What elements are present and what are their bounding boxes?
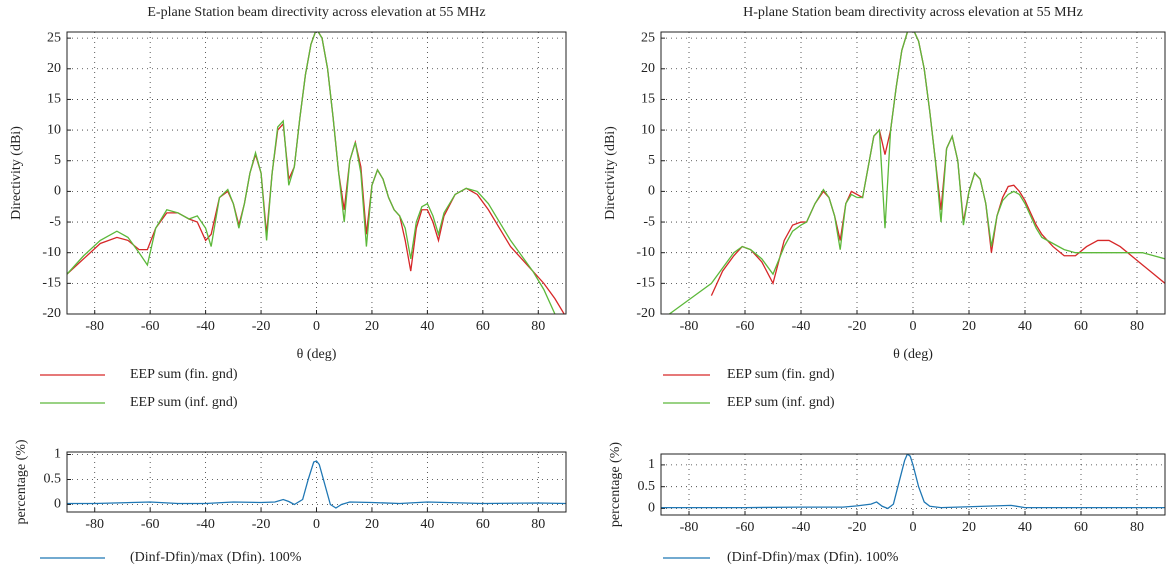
x-tick-label: -40 <box>196 319 215 334</box>
y-axis-label: percentage (%) <box>608 442 623 527</box>
x-axis-label: θ (deg) <box>297 347 337 362</box>
series-line <box>67 460 566 509</box>
x-tick-label: -20 <box>252 517 271 532</box>
legend-label: (Dinf-Dfin)/max (Dfin). 100% <box>130 550 302 565</box>
x-tick-label: 20 <box>365 319 379 334</box>
plot-frame <box>66 31 567 315</box>
y-tick-label: 0.5 <box>44 472 62 487</box>
x-tick-label: -80 <box>85 319 104 334</box>
legend-label: EEP sum (inf. gnd) <box>727 395 835 410</box>
x-tick-label: -60 <box>141 319 160 334</box>
y-tick-label: -15 <box>42 276 61 291</box>
plot-frame <box>66 451 567 513</box>
x-tick-label: 60 <box>476 319 490 334</box>
y-tick-label: -10 <box>636 245 655 260</box>
legend-label: EEP sum (inf. gnd) <box>130 395 238 410</box>
plot-frame <box>660 31 1166 315</box>
y-tick-label: -20 <box>42 306 61 321</box>
y-tick-label: -15 <box>636 276 655 291</box>
y-tick-label: 20 <box>641 61 655 76</box>
x-tick-label: 80 <box>531 517 545 532</box>
y-axis-label: Directivity (dBi) <box>603 126 618 220</box>
x-tick-label: 0 <box>910 520 917 535</box>
x-tick-label: 60 <box>476 517 490 532</box>
x-tick-label: 80 <box>1130 319 1144 334</box>
y-tick-label: 0 <box>54 497 61 512</box>
y-tick-label: 10 <box>47 122 61 137</box>
x-tick-label: -20 <box>848 319 867 334</box>
x-tick-label: 20 <box>962 319 976 334</box>
y-tick-label: -5 <box>643 214 655 229</box>
y-tick-label: 15 <box>641 92 655 107</box>
x-tick-label: 40 <box>420 319 434 334</box>
series-line <box>661 454 1165 510</box>
y-tick-label: 0 <box>648 501 655 516</box>
legend-label: EEP sum (fin. gnd) <box>727 367 835 382</box>
x-tick-label: -80 <box>85 517 104 532</box>
chart-title: E-plane Station beam directivity across … <box>147 5 485 20</box>
x-tick-label: 80 <box>531 319 545 334</box>
x-tick-label: 80 <box>1130 520 1144 535</box>
x-tick-label: -80 <box>680 520 699 535</box>
legend-label: (Dinf-Dfin)/max (Dfin). 100% <box>727 550 899 565</box>
x-tick-label: -60 <box>736 319 755 334</box>
x-tick-label: -80 <box>680 319 699 334</box>
y-tick-label: -10 <box>42 245 61 260</box>
y-tick-label: 0.5 <box>638 479 656 494</box>
y-tick-label: 15 <box>47 92 61 107</box>
x-tick-label: 20 <box>962 520 976 535</box>
y-axis-label: percentage (%) <box>14 439 29 524</box>
y-tick-label: -5 <box>49 214 61 229</box>
y-axis-label: Directivity (dBi) <box>9 126 24 220</box>
chart-title: H-plane Station beam directivity across … <box>743 5 1083 20</box>
x-tick-label: 40 <box>420 517 434 532</box>
legend-label: EEP sum (fin. gnd) <box>130 367 238 382</box>
series-line <box>668 32 1165 314</box>
x-tick-label: -20 <box>252 319 271 334</box>
x-tick-label: 0 <box>313 319 320 334</box>
x-tick-label: 0 <box>313 517 320 532</box>
x-tick-label: 40 <box>1018 520 1032 535</box>
y-tick-label: 20 <box>47 61 61 76</box>
x-tick-label: 60 <box>1074 319 1088 334</box>
x-tick-label: -60 <box>141 517 160 532</box>
y-tick-label: 5 <box>648 153 655 168</box>
x-tick-label: -20 <box>848 520 867 535</box>
x-tick-label: 0 <box>910 319 917 334</box>
plot-frame <box>660 453 1166 516</box>
x-tick-label: -40 <box>792 319 811 334</box>
y-tick-label: 0 <box>54 184 61 199</box>
x-axis-label: θ (deg) <box>893 347 933 362</box>
x-tick-label: 40 <box>1018 319 1032 334</box>
y-tick-label: 0 <box>648 184 655 199</box>
x-tick-label: -40 <box>792 520 811 535</box>
x-tick-label: 60 <box>1074 520 1088 535</box>
series-line <box>67 32 556 314</box>
x-tick-label: -60 <box>736 520 755 535</box>
y-tick-label: -20 <box>636 306 655 321</box>
y-tick-label: 25 <box>641 30 655 45</box>
y-tick-label: 1 <box>648 457 655 472</box>
x-tick-label: 20 <box>365 517 379 532</box>
y-tick-label: 25 <box>47 30 61 45</box>
y-tick-label: 10 <box>641 122 655 137</box>
y-tick-label: 1 <box>54 447 61 462</box>
x-tick-label: -40 <box>196 517 215 532</box>
y-tick-label: 5 <box>54 153 61 168</box>
